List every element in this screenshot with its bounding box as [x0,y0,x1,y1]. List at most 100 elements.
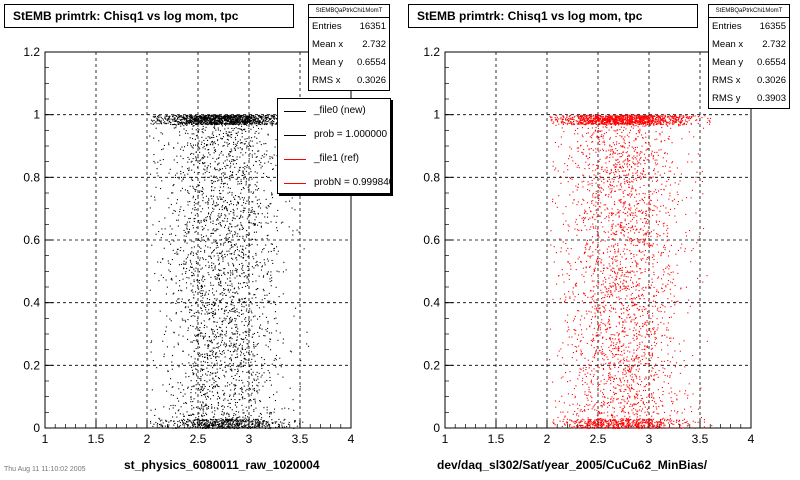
scatter-point [257,121,259,123]
scatter-point [231,382,233,384]
scatter-point [161,149,163,151]
scatter-point [243,272,245,274]
scatter-point [233,413,235,415]
scatter-point [212,292,214,294]
scatter-point [194,116,196,118]
scatter-point [611,208,613,210]
scatter-point [245,334,247,336]
scatter-point [248,121,250,123]
scatter-point [202,116,204,118]
scatter-point [254,132,256,134]
scatter-point [217,218,219,220]
scatter-point [211,373,213,375]
scatter-point [239,217,241,219]
scatter-point [242,269,244,271]
scatter-point [161,118,163,120]
scatter-point [223,116,225,118]
scatter-point [155,127,157,129]
scatter-point [223,201,225,203]
scatter-point [255,261,257,263]
scatter-point [230,280,232,282]
scatter-point [250,211,252,213]
scatter-point [614,190,616,192]
scatter-point [188,354,190,356]
scatter-point [252,223,254,225]
scatter-point [697,277,699,279]
scatter-point [284,418,286,420]
scatter-point [653,295,655,297]
scatter-point [617,169,619,171]
scatter-point [237,347,239,349]
scatter-point [628,208,630,210]
scatter-point [178,178,180,180]
scatter-point [265,154,267,156]
scatter-point [215,381,217,383]
scatter-point [177,410,179,412]
scatter-point [210,116,212,118]
scatter-point [170,122,172,124]
scatter-point [185,271,187,273]
scatter-point [211,186,213,188]
scatter-point [178,298,180,300]
scatter-point [252,273,254,275]
scatter-point [167,260,169,262]
scatter-point [233,160,235,162]
scatter-point [167,117,169,119]
scatter-point [269,411,271,413]
scatter-point [187,327,189,329]
scatter-point [186,120,188,122]
scatter-point [198,120,200,122]
scatter-point [663,233,665,235]
scatter-point [211,354,213,356]
scatter-point [209,121,211,123]
scatter-point [263,372,265,374]
scatter-point [209,137,211,139]
scatter-point [226,119,228,121]
scatter-point [232,236,234,238]
scatter-point [236,204,238,206]
scatter-point [213,189,215,191]
scatter-point [643,254,645,256]
scatter-point [192,227,194,229]
scatter-point [222,390,224,392]
scatter-point [245,114,247,116]
scatter-point [174,114,176,116]
scatter-point [200,268,202,270]
scatter-point [155,233,157,235]
scatter-point [224,226,226,228]
scatter-point [210,232,212,234]
scatter-point [635,393,637,395]
scatter-point [612,223,614,225]
scatter-point [570,248,572,250]
scatter-point [261,118,263,120]
scatter-point [202,119,204,121]
scatter-point [189,217,191,219]
scatter-point [267,161,269,163]
scatter-point [209,421,211,423]
scatter-point [622,321,624,323]
scatter-point [194,424,196,426]
scatter-point [184,119,186,121]
scatter-point [247,284,249,286]
scatter-point [216,196,218,198]
scatter-point [215,357,217,359]
scatter-point [244,357,246,359]
scatter-point [163,122,165,124]
scatter-point [227,399,229,401]
scatter-point [214,309,216,311]
scatter-point [205,393,207,395]
scatter-point [203,119,205,121]
scatter-point [195,129,197,131]
scatter-point [240,179,242,181]
scatter-point [217,164,219,166]
scatter-point [258,132,260,134]
scatter-point [161,180,163,182]
scatter-point [244,138,246,140]
scatter-point [223,123,225,125]
scatter-point [188,119,190,121]
scatter-point [236,336,238,338]
scatter-point [669,376,671,378]
scatter-point [237,424,239,426]
scatter-point [221,329,223,331]
scatter-point [637,165,639,167]
